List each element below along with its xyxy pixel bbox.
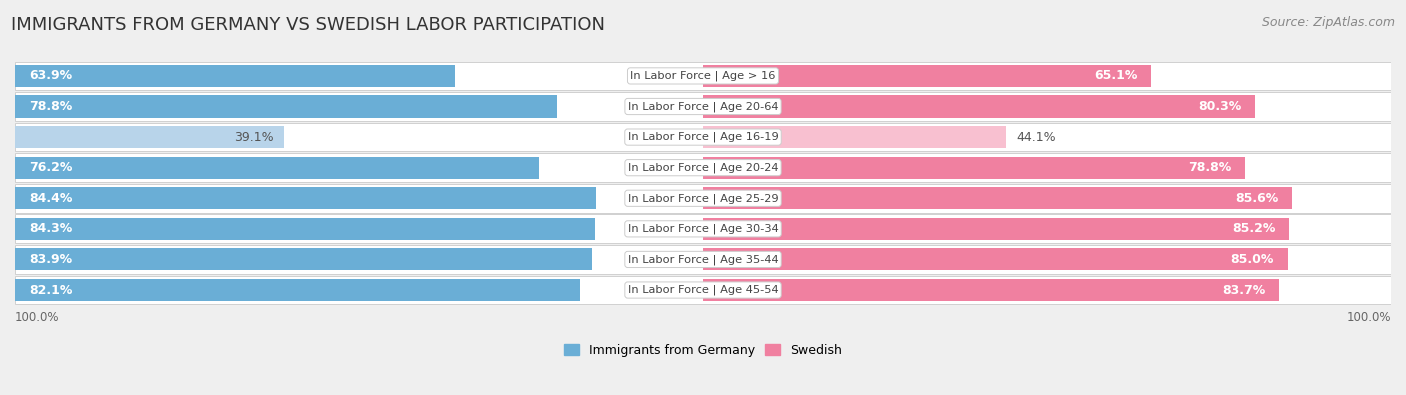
Bar: [703, 187, 1292, 209]
Bar: [15, 248, 592, 271]
Text: 76.2%: 76.2%: [28, 161, 72, 174]
Text: 85.6%: 85.6%: [1234, 192, 1278, 205]
Text: 100.0%: 100.0%: [1347, 311, 1391, 324]
Bar: [703, 279, 1279, 301]
Bar: [15, 157, 540, 179]
Text: 78.8%: 78.8%: [1188, 161, 1232, 174]
Text: 83.7%: 83.7%: [1222, 284, 1265, 297]
Text: In Labor Force | Age 25-29: In Labor Force | Age 25-29: [627, 193, 779, 203]
Text: 65.1%: 65.1%: [1094, 70, 1137, 83]
Text: 39.1%: 39.1%: [233, 131, 274, 144]
Bar: [703, 65, 1152, 87]
Bar: [703, 96, 1256, 117]
Text: 100.0%: 100.0%: [15, 311, 59, 324]
Text: IMMIGRANTS FROM GERMANY VS SWEDISH LABOR PARTICIPATION: IMMIGRANTS FROM GERMANY VS SWEDISH LABOR…: [11, 16, 605, 34]
Bar: [703, 248, 1288, 271]
Text: In Labor Force | Age > 16: In Labor Force | Age > 16: [630, 71, 776, 81]
Text: 63.9%: 63.9%: [28, 70, 72, 83]
Text: In Labor Force | Age 45-54: In Labor Force | Age 45-54: [627, 285, 779, 295]
Text: 83.9%: 83.9%: [28, 253, 72, 266]
Bar: [15, 214, 1391, 243]
Text: In Labor Force | Age 35-44: In Labor Force | Age 35-44: [627, 254, 779, 265]
Text: In Labor Force | Age 16-19: In Labor Force | Age 16-19: [627, 132, 779, 142]
Bar: [703, 126, 1007, 148]
Bar: [15, 153, 1391, 182]
Text: Source: ZipAtlas.com: Source: ZipAtlas.com: [1261, 16, 1395, 29]
Text: In Labor Force | Age 20-24: In Labor Force | Age 20-24: [627, 162, 779, 173]
Text: 85.0%: 85.0%: [1230, 253, 1274, 266]
Text: 78.8%: 78.8%: [28, 100, 72, 113]
Text: In Labor Force | Age 30-34: In Labor Force | Age 30-34: [627, 224, 779, 234]
Bar: [15, 123, 1391, 151]
Bar: [15, 92, 1391, 121]
Bar: [15, 184, 1391, 213]
Text: 84.4%: 84.4%: [28, 192, 72, 205]
Bar: [15, 187, 596, 209]
Bar: [15, 245, 1391, 274]
Text: 85.2%: 85.2%: [1232, 222, 1275, 235]
Text: 80.3%: 80.3%: [1198, 100, 1241, 113]
Bar: [15, 65, 454, 87]
Bar: [15, 96, 557, 117]
Bar: [15, 62, 1391, 90]
Text: 82.1%: 82.1%: [28, 284, 72, 297]
Bar: [703, 157, 1246, 179]
Text: 84.3%: 84.3%: [28, 222, 72, 235]
Text: In Labor Force | Age 20-64: In Labor Force | Age 20-64: [627, 101, 779, 112]
Bar: [15, 218, 595, 240]
Bar: [15, 279, 579, 301]
Text: 44.1%: 44.1%: [1017, 131, 1056, 144]
Bar: [15, 126, 284, 148]
Bar: [703, 218, 1289, 240]
Bar: [15, 276, 1391, 305]
Legend: Immigrants from Germany, Swedish: Immigrants from Germany, Swedish: [560, 339, 846, 362]
